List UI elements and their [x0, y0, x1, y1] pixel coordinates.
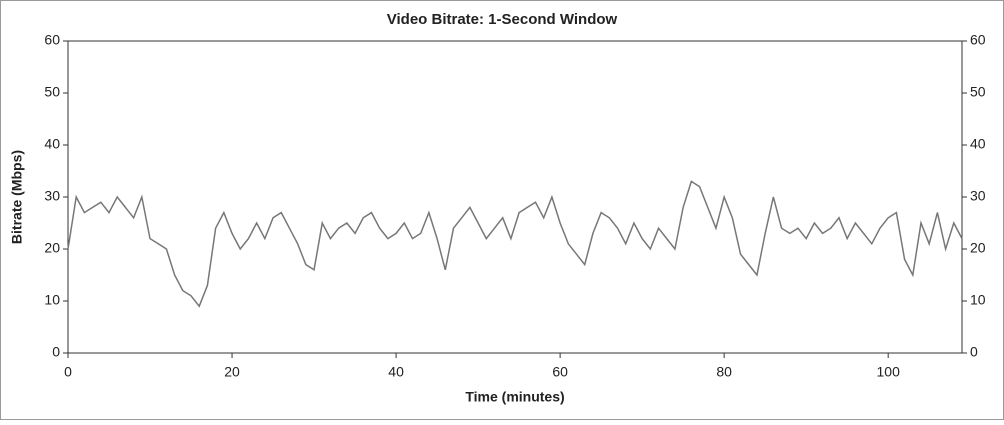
y-tick-label: 10 — [44, 292, 60, 308]
y2-tick-label: 30 — [970, 188, 986, 204]
y2-tick-label: 20 — [970, 240, 986, 256]
x-tick-label: 80 — [716, 364, 732, 380]
x-tick-label: 100 — [877, 364, 901, 380]
y-tick-label: 0 — [52, 344, 60, 360]
y-tick-label: 60 — [44, 32, 60, 48]
y-axis-label: Bitrate (Mbps) — [9, 150, 25, 244]
x-axis-label: Time (minutes) — [465, 389, 564, 405]
plot-area — [67, 40, 963, 354]
x-tick-label: 0 — [64, 364, 72, 380]
y-tick-label: 40 — [44, 136, 60, 152]
x-tick-label: 20 — [224, 364, 240, 380]
x-tick-label: 40 — [388, 364, 404, 380]
y2-tick-label: 40 — [970, 136, 986, 152]
bitrate-line — [67, 180, 963, 308]
y2-tick-label: 60 — [970, 32, 986, 48]
y2-tick-label: 0 — [970, 344, 978, 360]
y2-tick-label: 10 — [970, 292, 986, 308]
y-tick-label: 50 — [44, 84, 60, 100]
x-tick-label: 60 — [552, 364, 568, 380]
y2-tick-label: 50 — [970, 84, 986, 100]
y-tick-label: 30 — [44, 188, 60, 204]
chart-title: Video Bitrate: 1-Second Window — [387, 11, 618, 28]
y-tick-label: 20 — [44, 240, 60, 256]
